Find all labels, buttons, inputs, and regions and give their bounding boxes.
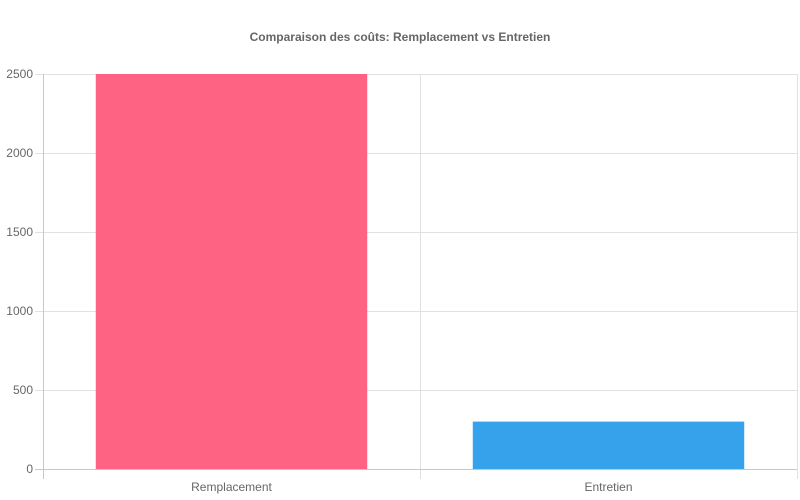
x-tick-label: Remplacement (191, 480, 272, 494)
y-tick-label: 1500 (6, 225, 33, 239)
bars (95, 74, 745, 469)
bar-entretien (472, 421, 745, 469)
axes (35, 74, 797, 479)
x-tick-label: Entretien (584, 480, 632, 494)
y-tick-label: 0 (26, 462, 33, 476)
y-tick-label: 1000 (6, 304, 33, 318)
y-tick-label: 500 (13, 383, 33, 397)
chart-title: Comparaison des coûts: Remplacement vs E… (250, 30, 551, 44)
y-tick-label: 2000 (6, 146, 33, 160)
tick-labels: 0 500 1000 1500 2000 2500 Remplacement Entretie… (6, 67, 632, 494)
bar-remplacement (95, 74, 368, 469)
y-tick-label: 2500 (6, 67, 33, 81)
